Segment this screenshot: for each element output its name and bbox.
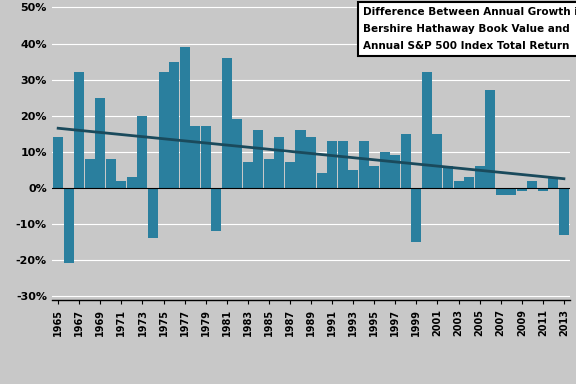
Bar <box>116 180 126 188</box>
Text: Difference Between Annual Growth in
Bershire Hathaway Book Value and
Annual S&P : Difference Between Annual Growth in Bers… <box>363 7 576 51</box>
Bar <box>127 177 137 188</box>
Bar <box>106 159 116 188</box>
Bar <box>138 116 147 188</box>
Bar <box>338 141 348 188</box>
Bar <box>53 137 63 188</box>
Bar <box>148 188 158 238</box>
Bar <box>411 188 422 242</box>
Bar <box>475 166 484 188</box>
Bar <box>538 188 548 191</box>
Bar <box>285 162 295 188</box>
Bar <box>527 180 537 188</box>
Bar <box>443 166 453 188</box>
Bar <box>517 188 527 191</box>
Bar <box>169 61 179 188</box>
Bar <box>211 188 221 231</box>
Bar <box>95 98 105 188</box>
Bar <box>548 177 558 188</box>
Bar <box>327 141 337 188</box>
Bar <box>485 90 495 188</box>
Bar <box>274 137 285 188</box>
Bar <box>433 134 442 188</box>
Bar <box>380 152 390 188</box>
Bar <box>158 72 169 188</box>
Bar <box>369 166 379 188</box>
Bar <box>253 130 263 188</box>
Bar <box>348 170 358 188</box>
Bar <box>243 162 253 188</box>
Bar <box>222 58 232 188</box>
Bar <box>506 188 516 195</box>
Bar <box>306 137 316 188</box>
Bar <box>200 126 211 188</box>
Bar <box>264 159 274 188</box>
Bar <box>232 119 242 188</box>
Bar <box>74 72 84 188</box>
Bar <box>496 188 506 195</box>
Bar <box>85 159 95 188</box>
Bar <box>391 155 400 188</box>
Bar <box>464 177 474 188</box>
Bar <box>453 180 464 188</box>
Bar <box>559 188 569 235</box>
Bar <box>295 130 305 188</box>
Bar <box>190 126 200 188</box>
Bar <box>422 72 432 188</box>
Bar <box>180 47 190 188</box>
Bar <box>359 141 369 188</box>
Bar <box>64 188 74 263</box>
Bar <box>317 173 327 188</box>
Bar <box>401 134 411 188</box>
